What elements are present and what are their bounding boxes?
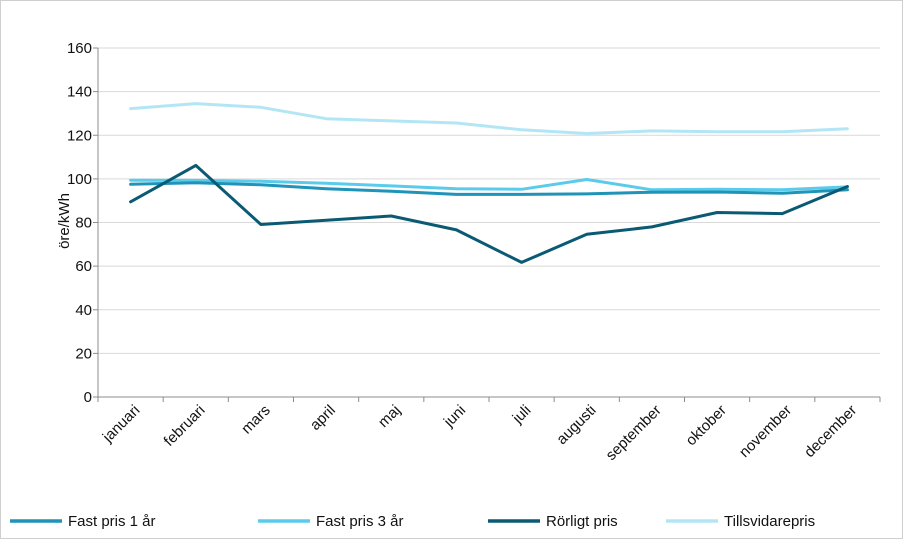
y-tick-label: 120	[67, 127, 92, 144]
y-tick-label: 20	[75, 345, 92, 362]
series-line	[129, 181, 849, 196]
axes	[93, 47, 881, 402]
legend: Fast pris 1 år Fast pris 3 år Rörligt pris…	[10, 513, 815, 530]
series-line	[129, 178, 849, 192]
y-tick-label: 100	[67, 171, 92, 188]
x-tick-label: juni	[440, 402, 469, 431]
y-tick-label: 60	[75, 258, 92, 275]
gridlines	[98, 47, 880, 354]
legend-label: Fast pris 3 år	[316, 513, 404, 530]
legend-label: Rörligt pris	[546, 513, 618, 530]
y-tick-label: 160	[67, 40, 92, 57]
series-line	[129, 163, 849, 264]
x-tick-label: april	[307, 402, 339, 434]
x-tick-label: december	[801, 402, 860, 461]
y-tick-label: 140	[67, 84, 92, 101]
x-tick-label: januari	[99, 402, 144, 447]
x-tick-label: november	[736, 402, 795, 461]
y-tick-labels: 0 20 40 60 80 100 120 140 160	[67, 40, 92, 406]
legend-label: Fast pris 1 år	[68, 513, 156, 530]
x-tick-label: maj	[375, 402, 404, 431]
y-tick-label: 40	[75, 302, 92, 319]
series-lines	[129, 102, 849, 264]
x-tick-label: september	[603, 402, 665, 464]
y-tick-label: 0	[84, 389, 92, 406]
x-tick-label: augusti	[553, 402, 599, 448]
x-tick-label: juli	[509, 402, 535, 428]
y-axis-label: öre/kWh	[56, 193, 73, 249]
x-tick-label: mars	[238, 402, 274, 438]
series-line	[129, 102, 849, 135]
x-tick-label: februari	[161, 402, 209, 450]
legend-label: Tillsvidarepris	[724, 513, 815, 530]
y-tick-label: 80	[75, 215, 92, 232]
x-tick-label: oktober	[683, 402, 730, 449]
x-tick-labels: januari februari mars april maj juni juli augus…	[99, 402, 860, 464]
